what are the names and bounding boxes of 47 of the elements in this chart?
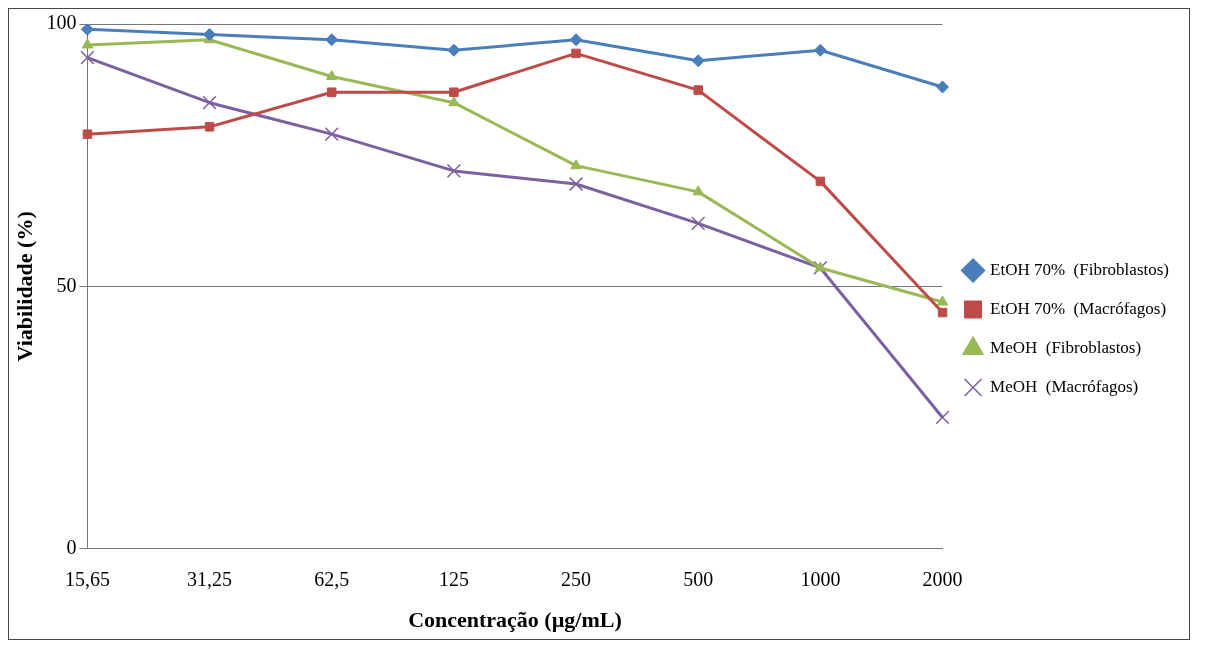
point [325, 33, 339, 47]
point [568, 176, 584, 192]
x-tick-label: 62,5 [314, 567, 350, 590]
point [813, 43, 827, 57]
x-tick-label: 125 [438, 567, 469, 590]
point [937, 307, 948, 318]
point [571, 48, 581, 59]
point [81, 38, 94, 49]
point [570, 159, 582, 170]
y-tick-label: 0 [66, 535, 77, 558]
point [936, 295, 949, 306]
point [449, 87, 459, 97]
point [693, 85, 703, 95]
x-tick-label: 250 [561, 567, 592, 590]
point [691, 216, 706, 231]
point [936, 80, 950, 94]
point [446, 163, 461, 178]
legend-label: MeOH (Macrófagos) [990, 376, 1139, 396]
x-tick-label: 1000 [800, 567, 841, 590]
point [815, 176, 826, 187]
point [448, 96, 460, 107]
legend-label: MeOH (Fibroblastos) [990, 337, 1142, 357]
point [447, 43, 461, 57]
point [692, 185, 704, 196]
legend-label: EtOH 70% (Fibroblastos) [990, 259, 1170, 279]
x-axis-title: Concentração (µg/mL) [408, 607, 622, 633]
y-tick-label: 100 [46, 11, 77, 34]
x-tick-label: 2000 [922, 567, 963, 590]
y-tick-label: 50 [56, 273, 77, 296]
point [691, 54, 705, 68]
y-axis-title: Viabilidade (%) [11, 211, 37, 362]
point [82, 129, 93, 139]
point [569, 33, 583, 47]
point [80, 50, 95, 65]
point [935, 410, 950, 425]
point [204, 122, 215, 132]
point [814, 261, 827, 272]
point [326, 87, 337, 97]
point [203, 27, 217, 41]
x-tick-label: 500 [683, 567, 714, 590]
x-tick-label: 15,65 [64, 567, 110, 590]
legend-label: EtOH 70% (Macrófagos) [990, 298, 1167, 318]
point [326, 69, 338, 80]
point [324, 127, 339, 142]
point [813, 260, 828, 276]
point [202, 95, 217, 110]
x-tick-label: 31,25 [187, 567, 233, 590]
